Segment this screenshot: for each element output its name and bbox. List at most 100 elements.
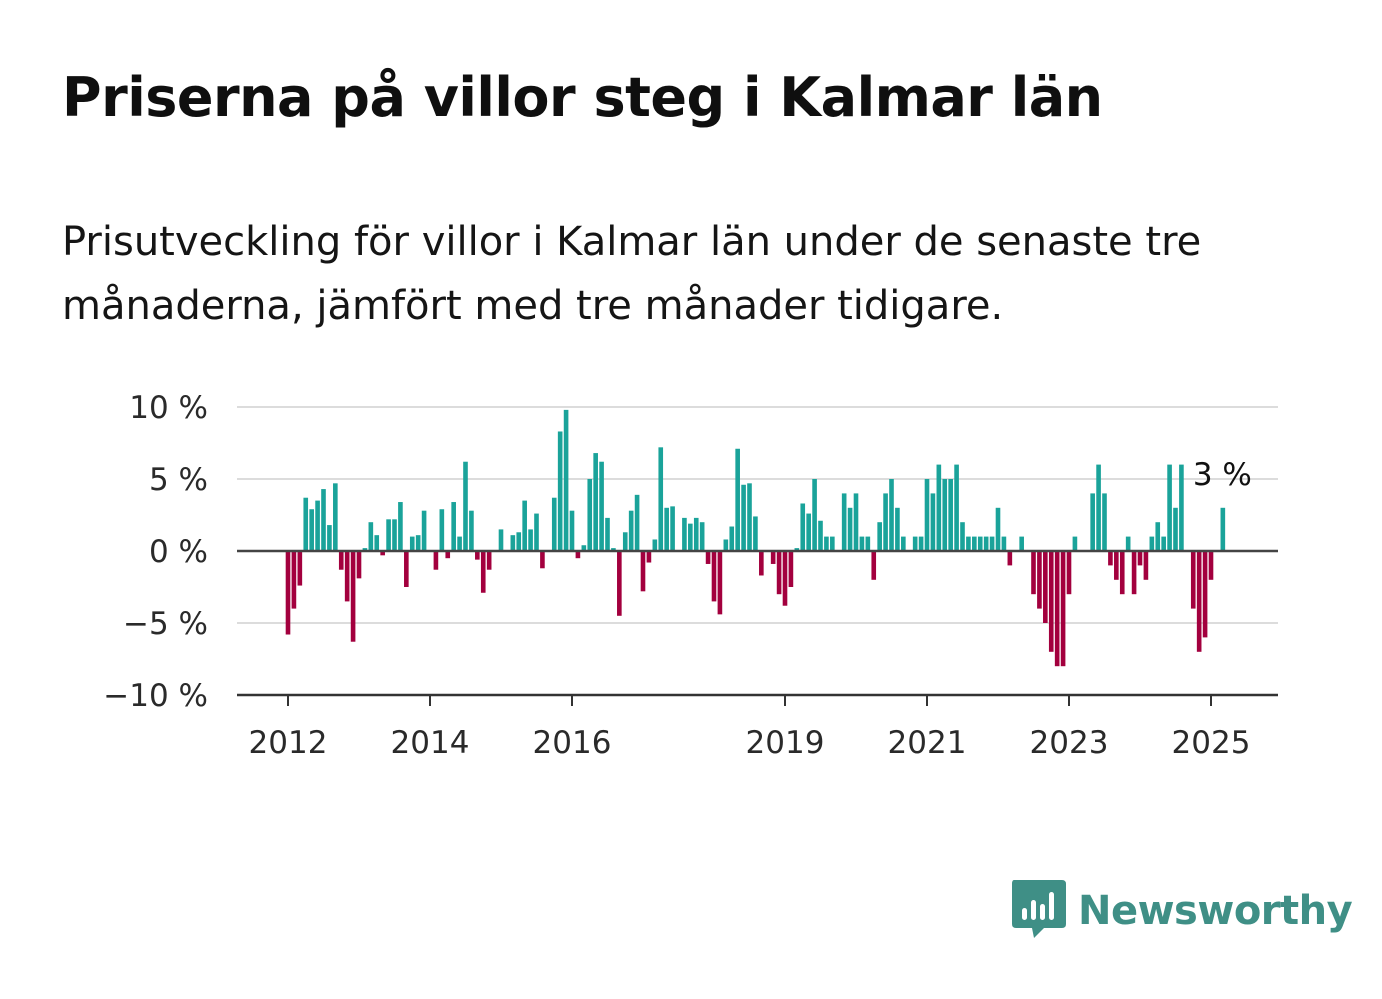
- bar: [516, 532, 522, 551]
- bar: [1048, 551, 1054, 652]
- bar: [415, 535, 421, 551]
- bar: [942, 479, 948, 551]
- bar: [735, 448, 740, 551]
- chart-subtitle: Prisutveckling för villor i Kalmar län u…: [62, 219, 1202, 329]
- bar: [374, 535, 380, 551]
- bar: [930, 493, 936, 551]
- bar: [664, 507, 669, 551]
- bar: [540, 551, 545, 569]
- bar: [1143, 551, 1149, 580]
- bar: [605, 517, 610, 551]
- bar: [404, 551, 409, 587]
- x-tick-label: 2023: [1030, 725, 1109, 761]
- bar: [1007, 551, 1013, 566]
- bar: [918, 536, 924, 551]
- bar: [794, 548, 800, 551]
- x-tick-label: 2012: [249, 725, 328, 761]
- bar: [859, 536, 865, 551]
- bar: [865, 536, 871, 551]
- x-axis: 2012 2014 2016 2019 2021 2023 2025: [237, 693, 1278, 761]
- bar: [350, 551, 356, 642]
- bar: [1096, 464, 1101, 551]
- bar: [924, 479, 930, 551]
- bar: [759, 551, 764, 576]
- bar: [1190, 551, 1196, 609]
- bar: [581, 545, 587, 551]
- bar: [1196, 551, 1202, 652]
- bar: [557, 431, 563, 551]
- bar: [658, 447, 664, 551]
- bar: [617, 551, 622, 616]
- bar: [1102, 493, 1107, 551]
- bar: [1202, 551, 1208, 638]
- bar: [551, 497, 557, 551]
- bar: [297, 551, 303, 586]
- bar: [954, 464, 959, 551]
- bar: [409, 536, 415, 551]
- bar: [498, 529, 504, 551]
- bar: [1149, 536, 1155, 551]
- bar: [1031, 551, 1036, 595]
- bar: [563, 409, 569, 551]
- bar: [622, 532, 628, 551]
- bar: [989, 536, 995, 551]
- bar: [1060, 551, 1066, 667]
- bar: [593, 453, 598, 551]
- brand-logo: Newsworthy: [1010, 878, 1353, 944]
- bar: [652, 539, 658, 551]
- bar: [475, 551, 480, 560]
- bar: [670, 506, 675, 551]
- bar: [587, 479, 593, 551]
- y-tick-label: 0 %: [149, 534, 208, 570]
- bar: [569, 510, 575, 551]
- bar: [699, 522, 705, 551]
- bar: [1220, 507, 1226, 551]
- bar: [1072, 536, 1078, 551]
- bar: [309, 509, 314, 551]
- x-tick-label: 2021: [888, 725, 967, 761]
- bar: [912, 536, 918, 551]
- bar: [469, 510, 474, 551]
- bar: [693, 517, 699, 551]
- bar: [847, 507, 853, 551]
- bar: [338, 551, 344, 570]
- bar: [1208, 551, 1214, 580]
- bar: [1108, 551, 1113, 566]
- bar: [995, 507, 1001, 551]
- bar: [729, 526, 735, 551]
- bar: [936, 464, 942, 551]
- bar: [398, 502, 403, 551]
- bar: [1167, 464, 1172, 551]
- bar: [510, 535, 516, 551]
- bar: [705, 551, 711, 564]
- bar: [901, 536, 906, 551]
- last-value-label: 3 %: [1193, 457, 1252, 493]
- bar: [824, 536, 829, 551]
- bar: [634, 494, 640, 551]
- bar: [1125, 536, 1131, 551]
- bar: [747, 483, 752, 551]
- bar: [575, 551, 581, 559]
- bar: [966, 536, 971, 551]
- bar: [1001, 536, 1007, 551]
- bar: [327, 525, 332, 551]
- bar: [1114, 551, 1119, 580]
- bar: [463, 461, 468, 551]
- bar: [628, 510, 634, 551]
- bar: [889, 479, 894, 551]
- bar: [723, 539, 729, 551]
- bar: [451, 502, 456, 551]
- bar: [333, 483, 338, 551]
- bar: [741, 484, 746, 551]
- bar: [522, 500, 527, 551]
- bar: [445, 551, 451, 559]
- bar: [303, 497, 309, 551]
- bar: [640, 551, 646, 592]
- y-tick-label: −5 %: [123, 606, 208, 642]
- bar-chart: 10 % 5 % 0 % −5 % −10 % 2012 2014 2016 2019 2021…: [103, 390, 1278, 761]
- bar: [1119, 551, 1125, 595]
- bar: [948, 479, 953, 551]
- bar: [528, 529, 533, 551]
- bar: [960, 522, 965, 551]
- bar: [321, 489, 326, 551]
